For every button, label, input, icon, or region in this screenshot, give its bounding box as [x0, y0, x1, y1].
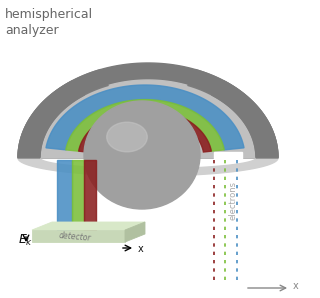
Text: detector: detector [59, 231, 92, 243]
Polygon shape [188, 70, 278, 158]
Text: x: x [293, 281, 299, 291]
Bar [57, 160, 72, 230]
Text: hemispherical
analyzer: hemispherical analyzer [5, 8, 93, 37]
Bar [72, 160, 84, 230]
Polygon shape [125, 222, 145, 242]
Polygon shape [32, 222, 145, 230]
Bar [214, 151, 242, 159]
Polygon shape [32, 230, 125, 242]
Polygon shape [18, 81, 84, 158]
Polygon shape [212, 81, 278, 158]
Ellipse shape [107, 122, 147, 152]
Polygon shape [66, 100, 224, 151]
Polygon shape [18, 63, 278, 158]
Text: x: x [138, 244, 144, 254]
Bar [84, 160, 96, 230]
Polygon shape [79, 109, 211, 152]
Text: electrons: electrons [228, 181, 237, 220]
Polygon shape [18, 158, 278, 176]
Ellipse shape [84, 101, 200, 209]
Polygon shape [40, 80, 256, 158]
Text: $E_k$: $E_k$ [18, 232, 33, 248]
Polygon shape [46, 85, 244, 150]
Polygon shape [18, 70, 108, 158]
